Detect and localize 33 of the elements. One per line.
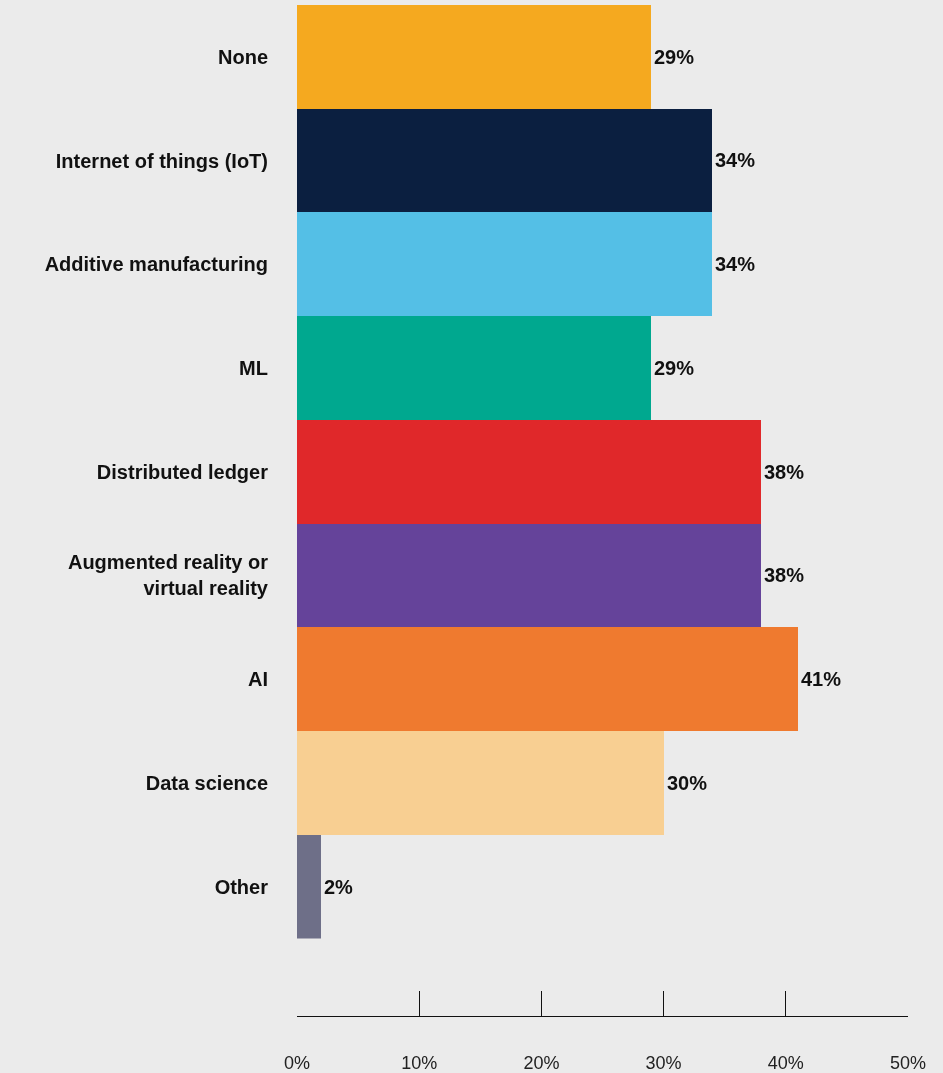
y-tick-label: None [218, 45, 268, 68]
bar [297, 315, 651, 420]
data-label: 38% [764, 460, 805, 483]
bar [297, 108, 712, 212]
bar [297, 730, 664, 835]
x-tick-label: 40% [767, 1052, 804, 1073]
y-tick-label: AI [248, 668, 268, 691]
x-tick-label: 30% [645, 1052, 682, 1073]
data-label: 41% [801, 667, 842, 690]
y-tick-label: Other [214, 875, 269, 898]
y-tick-label: Distributed ledger [96, 460, 269, 483]
bar [297, 419, 761, 524]
x-tick-label: 0% [283, 1052, 311, 1073]
bar [297, 834, 321, 939]
y-tick-label: Internet of things (IoT) [55, 149, 268, 172]
data-label: 2% [324, 875, 354, 898]
x-tick-label: 20% [523, 1052, 560, 1073]
x-tick-label: 10% [401, 1052, 438, 1073]
bar [297, 523, 761, 627]
bar [297, 211, 712, 316]
data-label: 34% [715, 252, 756, 275]
bar [297, 626, 798, 731]
data-label: 34% [715, 149, 756, 172]
data-label: 30% [667, 771, 708, 794]
data-label: 29% [654, 45, 695, 68]
x-tick-label: 50% [889, 1052, 927, 1073]
bar [297, 4, 651, 109]
data-label: 38% [764, 564, 805, 587]
y-tick-label: ML [239, 357, 268, 380]
data-label: 29% [654, 356, 695, 379]
y-tick-label: Data science [145, 771, 268, 794]
y-tick-label: Augmented reality or virtual reality [67, 551, 269, 600]
y-tick-label: Additive manufacturing [44, 253, 268, 276]
